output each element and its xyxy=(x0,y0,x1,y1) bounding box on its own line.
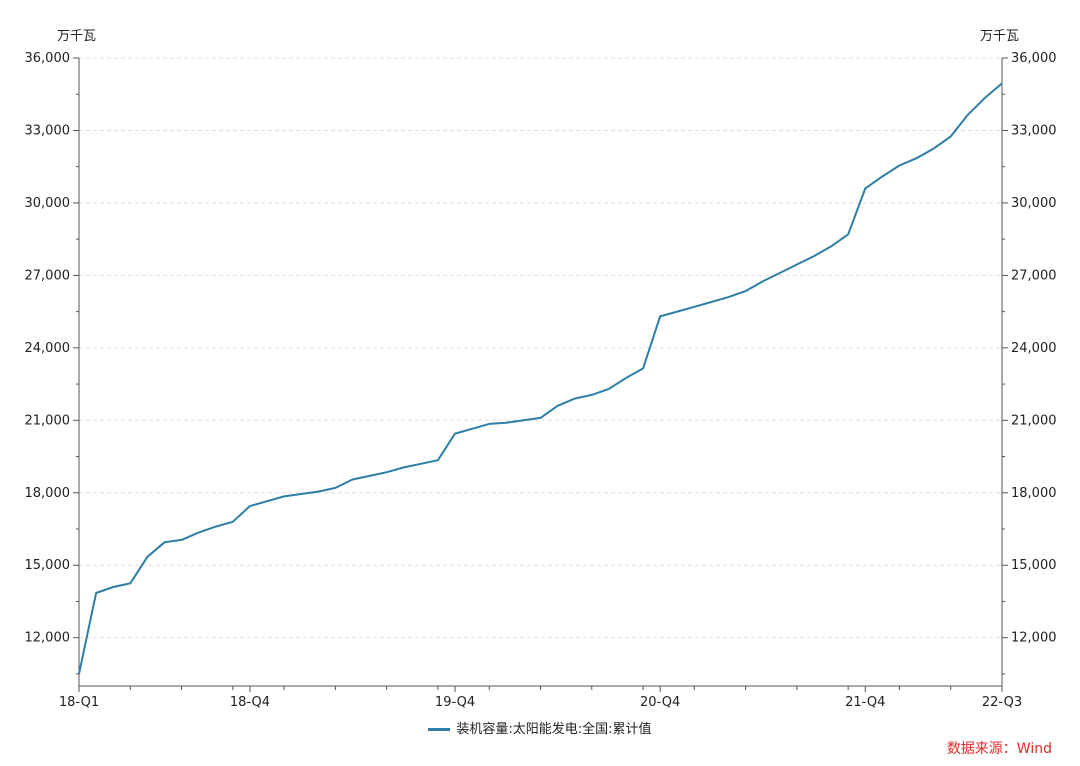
y-ticks: 12,000 12,000 15,000 15,000 18,000 18,000 21,0… xyxy=(25,51,1057,675)
x-tick-label: 18-Q1 xyxy=(59,695,99,710)
y-tick-label-right: 21,000 xyxy=(1011,413,1057,428)
y-tick-label-left: 24,000 xyxy=(25,341,71,356)
x-tick-label: 18-Q4 xyxy=(230,695,270,710)
legend-label: 装机容量:太阳能发电:全国:累计值 xyxy=(456,722,652,737)
x-ticks: 18-Q1 18-Q4 19-Q4 20-Q4 21-Q4 22-Q3 xyxy=(59,686,1022,710)
y-tick-label-left: 21,000 xyxy=(25,413,71,428)
x-tick-label: 19-Q4 xyxy=(435,695,475,710)
y-tick-label-right: 12,000 xyxy=(1011,631,1057,646)
y-unit-left: 万千瓦 xyxy=(57,29,96,44)
y-tick-label-right: 33,000 xyxy=(1011,123,1057,138)
x-tick-label: 22-Q3 xyxy=(982,695,1022,710)
y-unit-right: 万千瓦 xyxy=(980,29,1019,44)
axes xyxy=(78,58,1003,687)
y-tick-label-left: 30,000 xyxy=(25,196,71,211)
y-tick-label-right: 36,000 xyxy=(1011,51,1057,66)
grid-lines xyxy=(79,57,1002,639)
y-tick-label-left: 15,000 xyxy=(25,558,71,573)
legend: 装机容量:太阳能发电:全国:累计值 xyxy=(0,718,1080,737)
y-tick-label-right: 27,000 xyxy=(1011,268,1057,283)
y-tick-label-left: 36,000 xyxy=(25,51,71,66)
y-tick-label-right: 24,000 xyxy=(1011,341,1057,356)
x-tick-label: 21-Q4 xyxy=(845,695,885,710)
legend-swatch xyxy=(428,728,451,731)
x-tick-label: 20-Q4 xyxy=(640,695,680,710)
series-group xyxy=(78,82,1003,675)
series-line xyxy=(78,82,1003,675)
y-tick-label-left: 27,000 xyxy=(25,268,71,283)
y-tick-label-left: 12,000 xyxy=(25,631,71,646)
y-tick-label-right: 30,000 xyxy=(1011,196,1057,211)
y-tick-label-left: 33,000 xyxy=(25,123,71,138)
source-note: 数据来源：Wind xyxy=(946,741,1052,757)
y-tick-label-right: 15,000 xyxy=(1011,558,1057,573)
y-tick-label-right: 18,000 xyxy=(1011,486,1057,501)
y-tick-label-left: 18,000 xyxy=(25,486,71,501)
